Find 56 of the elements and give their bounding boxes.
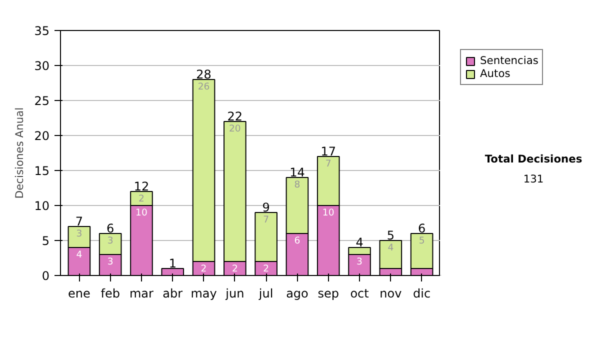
x-tick-label: sep	[318, 286, 340, 300]
x-tick-label: ago	[286, 286, 308, 300]
total-label: 1	[168, 256, 176, 270]
data-label: 4	[76, 250, 82, 260]
x-tick-label: mar	[129, 286, 154, 300]
total-label: 17	[320, 144, 336, 158]
x-tick-label: ene	[68, 286, 90, 300]
data-label: 6	[294, 236, 300, 246]
text: 131	[523, 172, 544, 186]
data-label: 3	[356, 256, 363, 268]
data-label: 3	[76, 228, 82, 240]
data-label: 2	[232, 264, 238, 274]
x-tick-label: jun	[224, 286, 244, 300]
data-label: 3	[107, 236, 114, 246]
text: Total Decisiones	[484, 152, 582, 166]
legend-label: Sentencias	[480, 54, 538, 67]
x-tick-label: oct	[350, 286, 370, 300]
data-label: 7	[325, 158, 332, 170]
total-label: 6	[106, 222, 114, 236]
total-label: 28	[196, 68, 212, 82]
y-axis-title: Decisiones Anual	[13, 107, 26, 199]
data-label: 2	[263, 264, 270, 274]
data-label: 7	[263, 214, 270, 226]
y-tick-label: 10	[34, 199, 50, 213]
x-tick-label: feb	[100, 286, 120, 300]
x-tick-label: nov	[380, 286, 402, 300]
data-label: 26	[198, 82, 210, 92]
data-label: 3	[107, 256, 114, 268]
y-tick-label: 20	[34, 129, 50, 143]
data-label: 8	[294, 180, 300, 190]
total-label: 14	[290, 166, 305, 180]
x-tick-label: dic	[413, 286, 431, 300]
total-label: 4	[356, 236, 364, 250]
x-tick-label: abr	[162, 286, 183, 300]
data-label: 2	[200, 264, 207, 274]
y-tick-label: 0	[42, 269, 50, 283]
data-label: 4	[388, 242, 394, 254]
total-label: 9	[262, 200, 270, 214]
total-label: 22	[227, 110, 243, 124]
x-tick-label: may	[190, 286, 217, 300]
data-label: 10	[136, 208, 148, 218]
y-tick-label: 30	[34, 59, 50, 73]
total-label: 7	[75, 214, 84, 228]
y-tick-label: 25	[34, 94, 50, 108]
legend-label: Autos	[480, 67, 510, 80]
y-tick-label: 5	[42, 234, 50, 248]
total-label: 6	[418, 222, 426, 236]
data-label: 5	[418, 236, 425, 246]
x-tick-label: jul	[258, 286, 274, 300]
data-label: 20	[228, 124, 241, 134]
data-label: 10	[322, 208, 334, 218]
total-label: 12	[134, 180, 150, 194]
data-label: 2	[138, 194, 144, 204]
y-tick-label: 15	[34, 164, 50, 178]
total-label: 5	[386, 228, 394, 242]
y-tick-label: 35	[34, 24, 50, 38]
